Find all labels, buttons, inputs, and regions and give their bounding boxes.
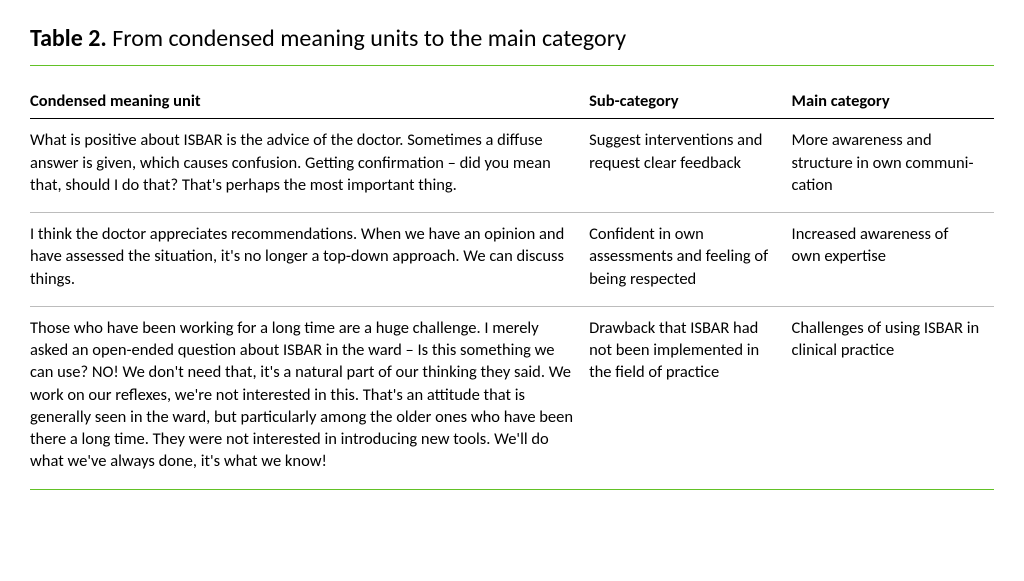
meaning-units-table: Condensed meaning unit Sub-category Main… bbox=[30, 90, 994, 490]
col-header-main: Main category bbox=[792, 90, 994, 119]
table-caption: From condensed meaning units to the main… bbox=[112, 24, 626, 53]
cell-main: More awareness and structure in own comm… bbox=[792, 119, 994, 213]
cell-unit: Those who have been working for a long t… bbox=[30, 306, 589, 489]
cell-sub: Confident in own assessments and feeling… bbox=[589, 213, 791, 307]
col-header-sub: Sub-category bbox=[589, 90, 791, 119]
table-row: I think the doctor appreciates recommend… bbox=[30, 213, 994, 307]
table-title: Table 2. From condensed meaning units to… bbox=[30, 24, 994, 53]
table-header-row: Condensed meaning unit Sub-category Main… bbox=[30, 90, 994, 119]
table-label: Table 2. bbox=[30, 24, 107, 53]
cell-unit: What is positive about ISBAR is the advi… bbox=[30, 119, 589, 213]
col-header-unit: Condensed meaning unit bbox=[30, 90, 589, 119]
table-row: What is positive about ISBAR is the advi… bbox=[30, 119, 994, 213]
cell-unit: I think the doctor appreciates recommend… bbox=[30, 213, 589, 307]
cell-sub: Drawback that ISBAR had not been imple­m… bbox=[589, 306, 791, 489]
page-container: Table 2. From condensed meaning units to… bbox=[0, 0, 1024, 514]
title-rule bbox=[30, 65, 994, 66]
cell-main: Increased aware­ness of own expertise bbox=[792, 213, 994, 307]
cell-main: Challenges of using ISBAR in clinical pr… bbox=[792, 306, 994, 489]
cell-sub: Suggest interven­tions and request clear… bbox=[589, 119, 791, 213]
table-row: Those who have been working for a long t… bbox=[30, 306, 994, 489]
